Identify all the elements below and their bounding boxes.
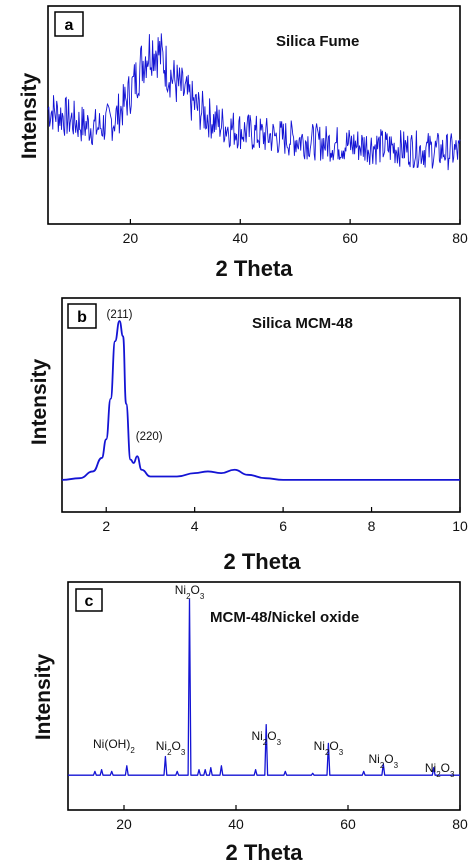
panel-label-box-b xyxy=(67,303,97,329)
plot-frame-a xyxy=(47,5,461,225)
x-ticks-b: 2 4 6 8 10 xyxy=(102,507,468,534)
x-ticks-c: 20 40 60 80 xyxy=(116,805,468,832)
panel-label-box-a xyxy=(54,11,84,37)
x-axis-label-c: 2 Theta xyxy=(225,840,303,865)
x-b-tick-label: 8 xyxy=(368,518,376,534)
plot-frame-c xyxy=(67,581,461,811)
y-axis-label-a: Intensity xyxy=(18,73,41,160)
peak-label-c: Ni2O3 xyxy=(251,729,281,747)
panel-b: b Silica MCM-48 Intensity (211) (220) 2 4 6… xyxy=(28,297,468,574)
y-axis-label-c: Intensity xyxy=(32,654,55,741)
x-b-tick-label: 10 xyxy=(452,518,468,534)
x-c-tick-label: 20 xyxy=(116,816,132,832)
peak-label-b: (220) xyxy=(136,431,163,443)
y-axis-label-b: Intensity xyxy=(28,359,51,446)
peak-label-c: Ni2O3 xyxy=(314,739,344,757)
peak-label-c: Ni2O3 xyxy=(175,583,205,601)
panel-label-a: a xyxy=(65,17,74,34)
x-axis-label-b: 2 Theta xyxy=(223,549,301,574)
x-c-tick-label: 80 xyxy=(452,816,468,832)
panel-label-box-c xyxy=(75,588,103,612)
peak-label-c: Ni2O3 xyxy=(368,752,398,770)
series-a xyxy=(47,33,461,171)
plot-frame-b xyxy=(61,297,461,513)
annotations-b: (211) (220) xyxy=(106,309,162,443)
panel-c: c MCM-48/Nickel oxide Intensity Ni(OH)2 N… xyxy=(32,581,468,865)
x-a-tick-label: 20 xyxy=(123,230,139,246)
series-line-b xyxy=(61,320,460,481)
annotations-c: Ni(OH)2 Ni2O3 Ni2O3 Ni2O3 Ni2O3 Ni2O3 Ni2O3 xyxy=(93,583,455,779)
panel-title-b: Silica MCM-48 xyxy=(252,315,353,332)
series-c xyxy=(68,598,460,776)
x-ticks-a: 20 40 60 80 xyxy=(123,219,468,246)
panel-title-a: Silica Fume xyxy=(276,33,359,50)
x-b-tick-label: 4 xyxy=(191,518,199,534)
x-a-tick-label: 40 xyxy=(232,230,248,246)
x-a-tick-label: 80 xyxy=(452,230,468,246)
peak-label-c: Ni2O3 xyxy=(156,739,186,757)
panel-a: a Silica Fume Intensity 20 40 60 80 2 Theta xyxy=(18,5,468,281)
series-line-c xyxy=(68,598,460,776)
peak-label-c: Ni2O3 xyxy=(425,761,455,779)
panel-label-b: b xyxy=(77,309,87,326)
x-c-tick-label: 40 xyxy=(228,816,244,832)
x-b-tick-label: 2 xyxy=(102,518,110,534)
peak-label-c: Ni(OH)2 xyxy=(93,737,135,755)
x-b-tick-label: 6 xyxy=(279,518,287,534)
x-c-tick-label: 60 xyxy=(340,816,356,832)
series-line-a xyxy=(47,33,461,171)
series-b xyxy=(61,320,460,481)
peak-label-b: (211) xyxy=(106,309,132,321)
x-a-tick-label: 60 xyxy=(342,230,358,246)
panel-title-c: MCM-48/Nickel oxide xyxy=(210,609,359,626)
panel-label-c: c xyxy=(85,593,94,610)
x-axis-label-a: 2 Theta xyxy=(215,256,293,281)
